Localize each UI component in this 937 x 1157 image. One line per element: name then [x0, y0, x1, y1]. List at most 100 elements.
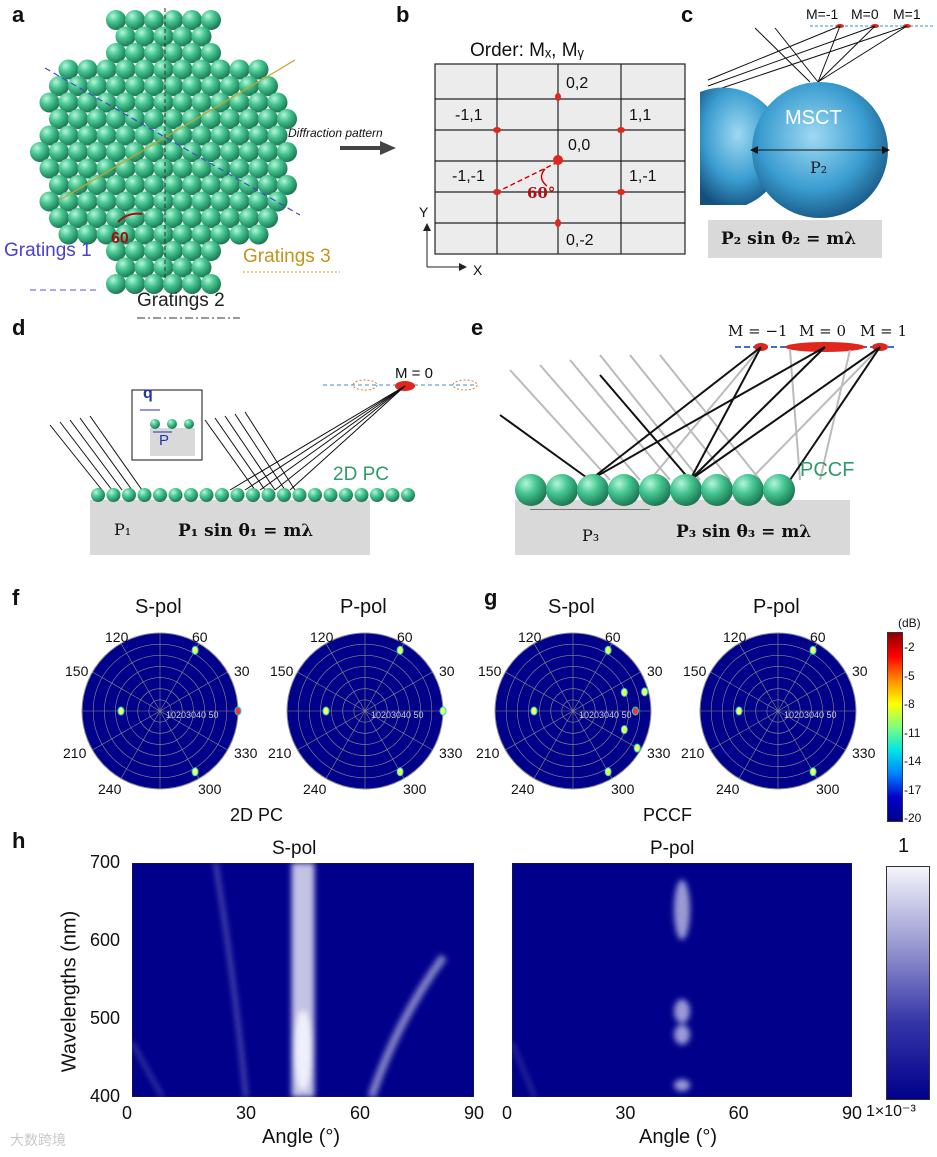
gratings3-label: Gratings 3: [243, 246, 331, 267]
diffraction-grid: [423, 63, 686, 271]
lattice-sphere: [163, 241, 183, 261]
lattice-sphere: [87, 175, 107, 195]
band-diagonal-left: [213, 863, 248, 1097]
lattice-sphere: [201, 142, 221, 162]
polar-title-3: P-pol: [753, 596, 800, 618]
polar-spot: [809, 767, 817, 777]
heat-xtick: 30: [615, 1103, 636, 1123]
lattice-sphere: [248, 59, 269, 80]
pccf-figure: [499, 342, 895, 510]
lattice-sphere: [49, 109, 69, 129]
watermark: 大数跨境: [10, 1132, 66, 1148]
lattice-sphere: [68, 208, 88, 228]
lattice-sphere: [163, 175, 183, 195]
lattice-sphere: [106, 43, 126, 63]
lattice-sphere: [106, 274, 126, 294]
pc-sphere: [153, 488, 167, 502]
pc-sphere: [277, 488, 291, 502]
lattice-sphere: [153, 125, 174, 146]
pc-label: 2D PC: [333, 464, 389, 485]
lattice-sphere: [191, 59, 212, 80]
point-label-m1-m1: -1,-1: [452, 168, 485, 185]
lattice-sphere: [182, 10, 202, 30]
panel-label-h: h: [12, 828, 26, 853]
point-label-1-1: 1,1: [629, 107, 652, 124]
pccf-period-label: P₃: [582, 526, 600, 545]
panel-label-f: f: [12, 585, 20, 610]
lattice-sphere: [115, 191, 136, 212]
lattice-sphere: [153, 92, 174, 113]
lattice-sphere: [125, 274, 145, 294]
lattice-sphere: [115, 224, 136, 245]
lattice-sphere: [153, 191, 174, 212]
pc-sphere: [199, 488, 214, 502]
lattice-sphere: [267, 191, 288, 212]
pccf-label: PCCF: [800, 459, 855, 481]
heat-xtick: 60: [728, 1103, 749, 1123]
heat-ytick: 700: [90, 852, 121, 872]
polar-radial-ticks: 10203040 50: [166, 710, 219, 720]
lattice-sphere: [267, 92, 288, 113]
lattice-sphere: [144, 241, 164, 261]
x-axis-label: X: [473, 262, 483, 278]
polar-angle-label: 150: [683, 663, 707, 679]
lattice-sphere: [77, 158, 98, 179]
polar-spot: [620, 725, 628, 735]
lattice-sphere: [106, 208, 126, 228]
polar-angle-label: 330: [439, 745, 463, 761]
polar-angle-label: 120: [518, 629, 542, 645]
lattice-sphere: [248, 92, 269, 113]
point-label-1-m1: 1,-1: [629, 168, 657, 185]
heat-xtick: 0: [122, 1103, 133, 1123]
pc-m0-label: M = 0: [395, 365, 433, 382]
polar-angle-label: 60: [397, 629, 413, 645]
lattice-sphere: [96, 191, 117, 212]
pc-sphere: [137, 488, 152, 502]
grating-line-3: [59, 59, 296, 201]
lattice-sphere: [191, 224, 212, 245]
lattice-sphere: [172, 92, 193, 113]
lattice-sphere: [220, 76, 240, 96]
polar-title-0: S-pol: [135, 596, 182, 618]
band-edge: [132, 1041, 164, 1097]
lattice-sphere: [258, 76, 278, 96]
pccf-m-1: M = 1: [860, 322, 908, 340]
lattice-sphere: [153, 224, 174, 245]
polar-angle-label: 120: [105, 629, 129, 645]
polar-angle-label: 240: [511, 781, 535, 797]
pc-sphere: [184, 488, 198, 502]
grating-line-1: [44, 67, 301, 216]
pc-sphere: [230, 488, 245, 502]
lattice-sphere: [134, 158, 155, 179]
heat-spot: [674, 879, 690, 940]
lattice-sphere: [191, 125, 212, 146]
lattice-sphere: [248, 158, 269, 179]
lattice-sphere: [77, 191, 98, 212]
panel-label-b: b: [396, 2, 410, 27]
lattice-sphere: [201, 208, 221, 228]
lattice-sphere: [229, 158, 250, 179]
lattice-sphere: [134, 257, 155, 278]
heat-xtick: 30: [236, 1103, 257, 1123]
lattice-sphere: [58, 59, 79, 80]
lattice-sphere: [106, 76, 126, 96]
polar-title-2: S-pol: [548, 596, 595, 618]
polar-angle-label: 150: [478, 663, 502, 679]
polar-angle-label: 210: [63, 745, 87, 761]
polar-caption-pc: 2D PC: [230, 805, 284, 825]
lattice-sphere: [239, 142, 259, 162]
sphere-lattice: [30, 10, 297, 294]
polar-spot: [641, 687, 649, 697]
lattice-sphere: [153, 158, 174, 179]
pc-sphere: [401, 488, 415, 502]
msct-label: MSCT: [785, 107, 842, 129]
panel-label-g: g: [484, 585, 498, 610]
heat-xtick: 90: [842, 1103, 863, 1123]
polar-spot: [631, 706, 639, 716]
lattice-sphere: [58, 224, 79, 245]
lattice-sphere: [248, 125, 269, 146]
spot-0-0: [553, 155, 563, 165]
polar-angle-label: 300: [198, 781, 222, 797]
pccf-sphere: [639, 474, 671, 506]
db-colorbar: [887, 632, 903, 822]
